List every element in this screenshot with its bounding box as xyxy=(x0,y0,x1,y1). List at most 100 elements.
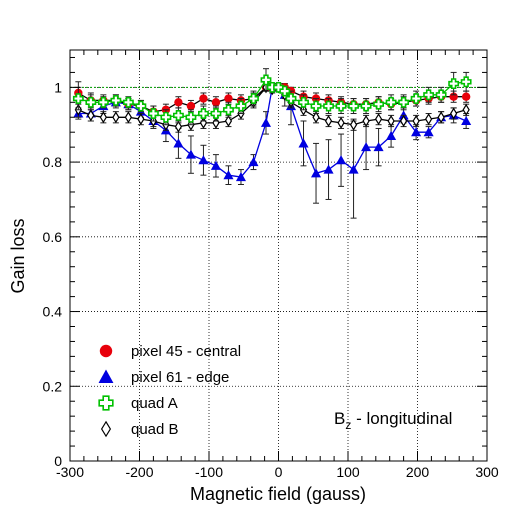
y-axis-title: Gain loss xyxy=(8,218,28,293)
y-tick-label: 0.8 xyxy=(43,154,63,170)
data-point xyxy=(337,116,345,129)
y-tick-label: 0.4 xyxy=(43,304,63,320)
x-tick-label: 100 xyxy=(336,464,360,480)
data-point xyxy=(336,155,347,165)
data-point xyxy=(335,100,347,112)
data-point xyxy=(411,127,422,137)
legend: pixel 45 - central pixel 61 - edge quad A q… xyxy=(98,343,241,438)
field-annotation: Bz - longitudinal xyxy=(334,409,452,432)
data-point xyxy=(449,107,458,120)
data-point xyxy=(323,164,334,174)
data-point xyxy=(362,115,370,127)
data-point xyxy=(323,100,334,112)
data-point xyxy=(224,115,233,127)
legend-label: quad A xyxy=(131,395,178,412)
data-point xyxy=(223,170,234,180)
data-point xyxy=(461,115,472,126)
data-point xyxy=(99,111,108,124)
data-point xyxy=(349,118,358,131)
y-tick-label: 0 xyxy=(54,453,62,469)
data-point xyxy=(173,138,184,148)
data-point xyxy=(423,127,434,137)
x-tick-label: 200 xyxy=(406,464,430,480)
data-point xyxy=(198,108,209,119)
data-point xyxy=(387,115,395,127)
legend-marker-cross xyxy=(98,395,114,411)
data-point xyxy=(373,142,384,152)
data-point xyxy=(448,78,460,90)
data-point xyxy=(285,93,297,104)
y-tick-label: 0.6 xyxy=(43,229,63,245)
data-point xyxy=(460,76,472,88)
data-point xyxy=(248,157,259,167)
data-point xyxy=(461,92,471,101)
legend-label: quad B xyxy=(131,421,179,438)
data-series xyxy=(72,68,472,219)
data-point xyxy=(435,89,447,101)
data-point xyxy=(174,98,183,107)
data-point xyxy=(310,168,322,178)
series-cross xyxy=(72,68,472,126)
data-point xyxy=(186,101,196,111)
data-point xyxy=(437,111,445,124)
data-point xyxy=(210,108,222,119)
data-point xyxy=(373,98,385,110)
x-axis-title: Magnetic field (gauss) xyxy=(190,484,366,504)
data-point xyxy=(224,94,233,103)
data-point xyxy=(312,111,320,124)
legend-label: pixel 61 - edge xyxy=(131,369,229,386)
data-point xyxy=(223,104,234,116)
data-point xyxy=(173,109,184,121)
data-point xyxy=(185,149,196,159)
data-point xyxy=(298,138,309,148)
data-point xyxy=(279,85,291,97)
x-tick-label: 300 xyxy=(475,464,499,480)
legend-label: pixel 45 - central xyxy=(131,343,241,360)
data-point xyxy=(147,108,159,119)
data-point xyxy=(97,96,109,108)
data-point xyxy=(72,93,84,104)
data-point xyxy=(87,109,95,122)
legend-marker-circle xyxy=(99,344,113,358)
data-point xyxy=(174,120,183,133)
data-point xyxy=(135,100,147,112)
data-point xyxy=(185,111,197,123)
data-point xyxy=(410,93,422,104)
data-point xyxy=(348,100,359,112)
data-point xyxy=(298,96,309,108)
x-tick-label: -300 xyxy=(56,464,84,480)
annotation-rest: - longitudinal xyxy=(351,409,452,428)
legend-marker-diamond xyxy=(100,420,112,438)
data-point xyxy=(235,100,247,112)
data-point xyxy=(110,95,122,106)
data-point xyxy=(361,142,372,152)
data-point xyxy=(386,130,397,140)
data-point xyxy=(122,96,134,108)
data-point xyxy=(398,96,410,108)
x-tick-label: -200 xyxy=(125,464,153,480)
data-point xyxy=(199,94,208,103)
x-tick-label: -100 xyxy=(195,464,223,480)
data-point xyxy=(360,100,372,112)
data-point xyxy=(398,110,409,120)
data-point xyxy=(324,115,333,127)
data-point xyxy=(374,113,383,126)
data-point xyxy=(211,98,221,107)
data-point xyxy=(462,103,470,116)
data-point xyxy=(248,93,259,104)
data-point xyxy=(124,111,133,124)
data-point xyxy=(385,96,397,108)
data-point xyxy=(137,113,145,126)
data-point xyxy=(310,100,322,112)
data-point xyxy=(412,115,420,127)
x-tick-label: 0 xyxy=(275,464,283,480)
data-point xyxy=(260,117,272,127)
annotation-sub: z xyxy=(345,418,351,432)
axis-ticks: -300 -200 -100 0 100 200 300 0 0.2 0.4 0.6 0.8 1 xyxy=(43,50,499,480)
data-point xyxy=(85,96,97,108)
data-point xyxy=(348,164,359,174)
data-point xyxy=(198,155,209,165)
data-point xyxy=(160,111,172,123)
data-point xyxy=(112,111,120,124)
